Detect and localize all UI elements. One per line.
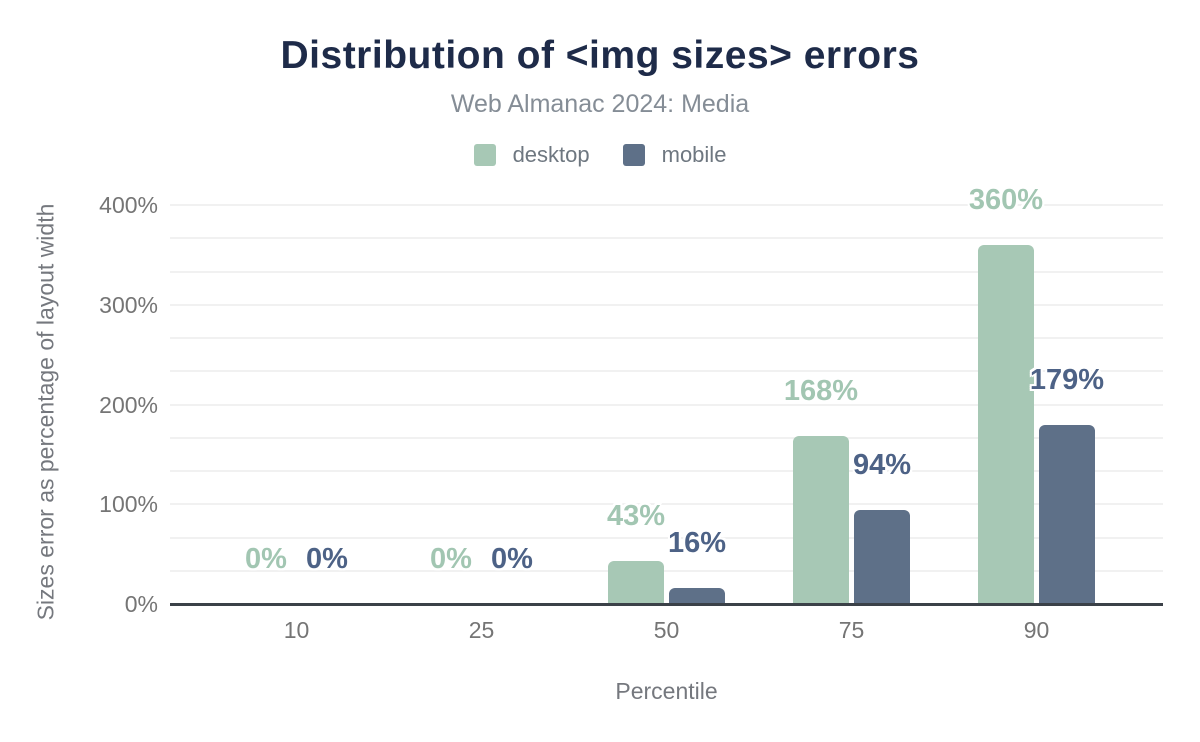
bar-mobile-p90[interactable] — [1039, 425, 1095, 604]
chart-title: Distribution of <img sizes> errors — [280, 34, 920, 77]
bar-label-mobile-p75: 94% — [852, 449, 912, 482]
gridline — [170, 270, 1163, 273]
bar-label-mobile-p50: 16% — [667, 527, 727, 560]
chart-subtitle: Web Almanac 2024: Media — [450, 90, 750, 118]
legend: desktop mobile — [0, 142, 1200, 168]
legend-item-mobile: mobile — [622, 142, 727, 168]
gridline — [170, 204, 1163, 206]
gridline — [170, 436, 1163, 439]
y-tick-label: 300% — [99, 291, 158, 318]
x-tick-label: 75 — [838, 617, 865, 643]
mobile-legend-swatch — [622, 144, 645, 166]
gridline — [170, 470, 1163, 472]
gridline — [170, 536, 1163, 539]
bar-label-desktop-p75: 168% — [783, 375, 859, 408]
x-tick-label: 10 — [283, 617, 310, 643]
y-axis-title: Sizes error as percentage of layout widt… — [32, 203, 59, 621]
x-axis-title: Percentile — [615, 678, 718, 704]
x-tick-label: 90 — [1023, 617, 1050, 643]
gridline — [170, 337, 1163, 339]
bar-mobile-p50[interactable] — [669, 588, 725, 604]
bar-label-mobile-p90: 179% — [1029, 364, 1105, 397]
bar-label-desktop-p90: 360% — [968, 183, 1044, 216]
x-tick-label: 50 — [653, 617, 680, 643]
bar-desktop-p50[interactable] — [608, 561, 664, 604]
y-tick-label: 200% — [99, 391, 158, 418]
gridline — [170, 303, 1163, 306]
bar-label-desktop-p10: 0% — [245, 543, 287, 575]
x-tick-label: 25 — [468, 617, 495, 643]
bar-label-mobile-p10: 0% — [306, 543, 348, 575]
gridline — [170, 403, 1163, 406]
gridline — [170, 370, 1163, 373]
gridline — [170, 503, 1163, 506]
legend-item-desktop: desktop — [473, 142, 590, 168]
bar-label-desktop-p25: 0% — [430, 543, 472, 575]
bar-desktop-p90[interactable] — [978, 244, 1034, 604]
bar-mobile-p75[interactable] — [854, 510, 910, 604]
gridline — [170, 569, 1163, 572]
desktop-legend-label: desktop — [512, 142, 590, 167]
bar-desktop-p75[interactable] — [793, 436, 849, 604]
y-tick-label: 400% — [99, 192, 158, 218]
mobile-legend-label: mobile — [661, 142, 727, 167]
y-tick-label: 100% — [99, 491, 158, 518]
bar-label-mobile-p25: 0% — [491, 543, 533, 575]
x-axis-line — [170, 603, 1163, 606]
desktop-legend-swatch — [473, 144, 496, 166]
y-tick-label: 0% — [124, 591, 158, 617]
bar-label-desktop-p50: 43% — [606, 500, 666, 533]
gridline — [170, 237, 1163, 240]
plot-area: 0% 0% 0% 0% 43% 16% 168% 94% 360% 179% — [170, 185, 1163, 604]
